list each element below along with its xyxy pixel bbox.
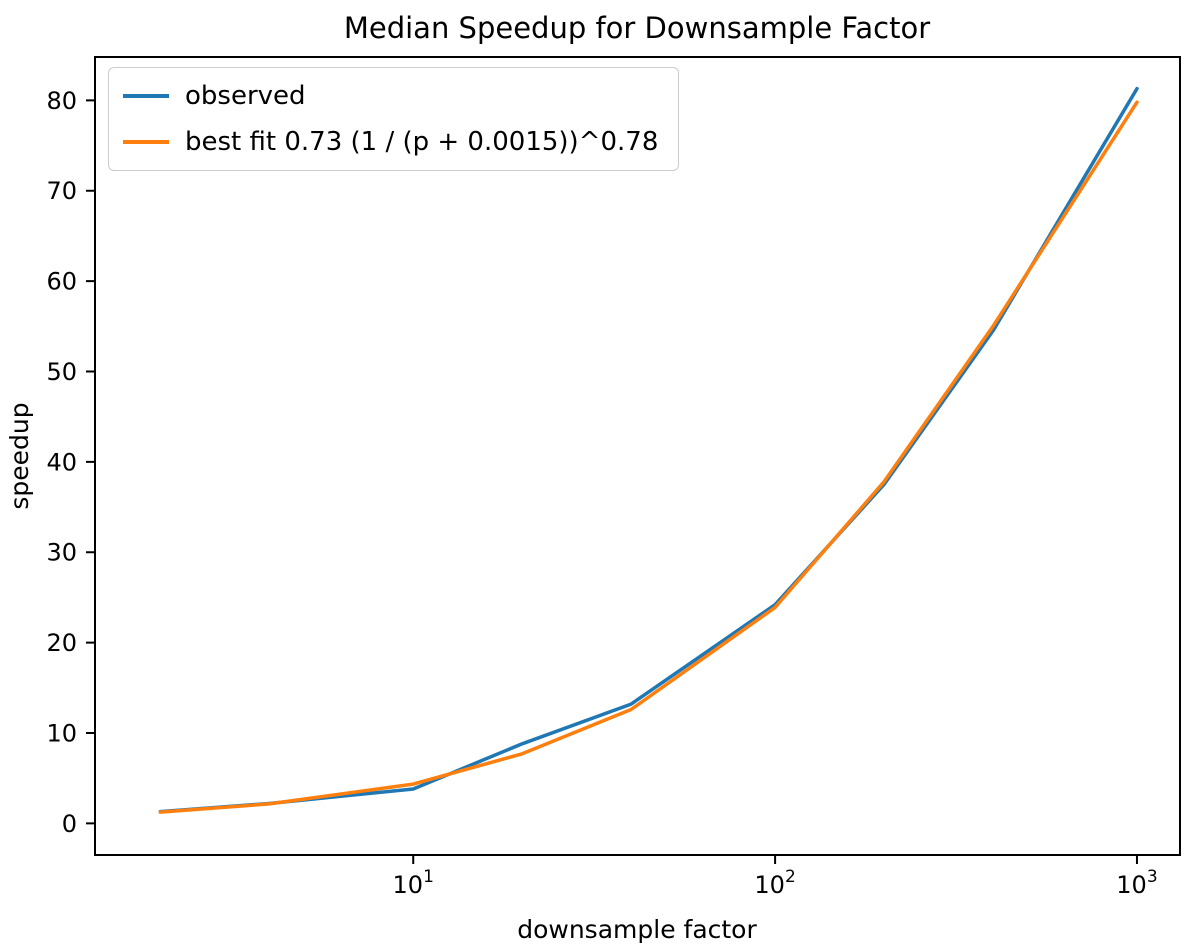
legend-item: observed — [123, 78, 658, 114]
legend-line-swatch — [123, 140, 169, 144]
y-tick-label: 20 — [46, 629, 77, 657]
x-tick-label: 103 — [1116, 867, 1157, 899]
chart-title: Median Speedup for Downsample Factor — [344, 11, 930, 45]
legend-label: observed — [185, 81, 306, 111]
series-line-0 — [158, 86, 1139, 814]
ticks-layer: 101 102 103 0 10 20 30 40 50 60 70 80 — [46, 87, 1157, 899]
x-tick-label: 102 — [754, 867, 795, 899]
legend-item: best fit 0.73 (1 / (p + 0.0015))^0.78 — [123, 124, 658, 160]
y-tick-label: 10 — [46, 719, 77, 747]
y-axis-label: speedup — [5, 402, 34, 509]
legend-label: best fit 0.73 (1 / (p + 0.0015))^0.78 — [185, 127, 659, 157]
y-tick-label: 80 — [46, 87, 77, 115]
x-tick-label: 101 — [393, 867, 434, 899]
plot-frame — [94, 56, 1181, 856]
y-tick-label: 0 — [62, 810, 77, 838]
series-layer — [158, 86, 1139, 814]
legend-line-swatch — [123, 94, 169, 98]
y-tick-label: 30 — [46, 539, 77, 567]
y-tick-label: 60 — [46, 268, 77, 296]
legend: observed best fit 0.73 (1 / (p + 0.0015))… — [108, 67, 680, 171]
y-tick-label: 70 — [46, 177, 77, 205]
series-line-1 — [158, 100, 1139, 814]
y-tick-label: 50 — [46, 358, 77, 386]
y-tick-label: 40 — [46, 448, 77, 476]
x-axis-label: downsample factor — [517, 915, 757, 944]
